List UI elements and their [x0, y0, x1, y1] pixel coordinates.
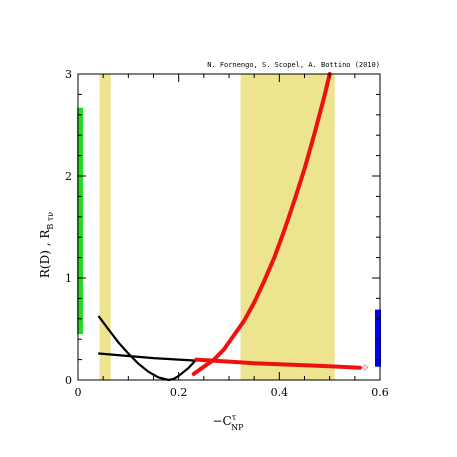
series-end-marker: ◇ — [362, 363, 369, 372]
x-axis-label-prefix: −C — [212, 414, 231, 428]
x-axis-label-sup: τ — [232, 413, 237, 422]
credit-text: N. Fornengo, S. Scopel, A. Bottino (2010… — [207, 61, 380, 69]
x-axis-label-sub: NP — [231, 423, 244, 432]
series-line-2 — [98, 352, 198, 362]
y-tick-label: 2 — [65, 170, 72, 183]
y-tick-label: 3 — [65, 68, 72, 81]
series-line-3 — [194, 357, 362, 370]
x-tick-label: 0 — [75, 386, 82, 399]
series-layer: ◇ — [98, 72, 369, 382]
edge-bar-layer — [77, 107, 381, 367]
shaded-band-1 — [99, 74, 111, 380]
tick-layer: 0 0.2 0.4 0.6 0 1 2 3 — [65, 68, 389, 399]
band-layer — [99, 74, 335, 380]
x-tick-label: 0.2 — [170, 386, 188, 399]
x-tick-label: 0.6 — [371, 386, 389, 399]
y-axis-label-main: R(D) , R — [38, 229, 52, 278]
y-axis-label-sub: B τν — [46, 212, 55, 230]
y-axis-label: R(D) , RB τν — [38, 212, 55, 278]
right-edge-bar — [375, 309, 381, 367]
y-tick-label: 0 — [65, 374, 72, 387]
y-tick-label: 1 — [65, 272, 72, 285]
x-axis-label: −Cτ NP — [212, 413, 244, 432]
x-tick-label: 0.4 — [271, 386, 289, 399]
left-edge-bar — [77, 107, 83, 335]
series-line-4 — [191, 72, 332, 376]
series-line-1 — [98, 315, 198, 382]
shaded-band-2 — [240, 74, 335, 380]
